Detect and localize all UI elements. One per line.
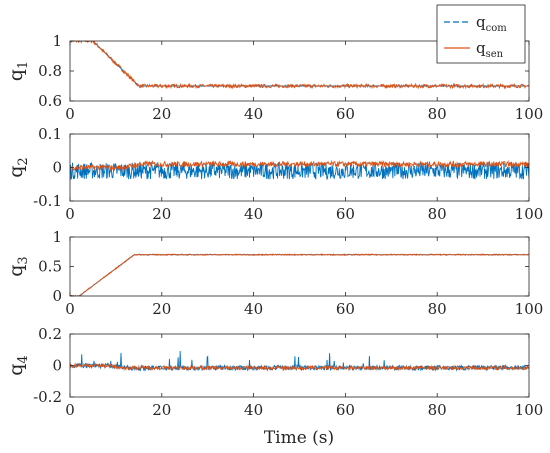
x-tick-label: 40 [244, 105, 263, 123]
x-tick-label: 20 [152, 300, 171, 318]
legend-com-label: qcom [476, 13, 507, 34]
y-axis-label-panel-4: q4 [5, 355, 31, 375]
series-q_sen-panel-4 [70, 362, 529, 372]
x-tick-label: 60 [336, 105, 355, 123]
legend: qcom qsen [436, 4, 526, 64]
y-tick-label: 0.1 [38, 125, 62, 143]
x-tick-label: 80 [428, 105, 447, 123]
x-tick-label: 40 [244, 300, 263, 318]
y-tick-label: 0.8 [38, 62, 62, 80]
y-tick-label: -0.1 [33, 192, 62, 210]
panel-1: 0 20 40 60 80 100 1 0.8 0.6 q1 [5, 32, 543, 123]
x-tick-label: 0 [65, 300, 75, 318]
series-q_com-panel-3 [70, 254, 529, 296]
x-tick-label: 40 [244, 205, 263, 223]
x-tick-label: 20 [152, 105, 171, 123]
x-tick-label: 40 [244, 401, 263, 419]
y-tick-label: 0 [52, 159, 62, 177]
x-tick-label: 80 [428, 401, 447, 419]
legend-box [436, 4, 526, 64]
y-tick-label: 1 [52, 32, 62, 50]
x-tick-label: 60 [336, 300, 355, 318]
x-tick-label: 0 [65, 205, 75, 223]
x-tick-label: 60 [336, 401, 355, 419]
y-axis-label-panel-2: q2 [5, 157, 31, 177]
x-tick-label: 100 [515, 105, 544, 123]
x-tick-label: 0 [65, 105, 75, 123]
series-q_sen-panel-2 [70, 159, 529, 172]
x-tick-label: 20 [152, 401, 171, 419]
x-tick-label: 20 [152, 205, 171, 223]
y-tick-label: 0.6 [38, 92, 62, 110]
legend-sen-label: qsen [476, 39, 504, 60]
y-tick-label: 0 [52, 357, 62, 375]
x-tick-label: 100 [515, 205, 544, 223]
series-q_sen-panel-3 [70, 253, 529, 296]
x-tick-label: 80 [428, 205, 447, 223]
x-axis-label: Time (s) [264, 428, 334, 448]
series-q_com-panel-2 [70, 161, 529, 181]
y-tick-label: 0.2 [38, 325, 62, 343]
y-tick-label: 1 [52, 228, 62, 246]
x-tick-label: 0 [65, 401, 75, 419]
y-axis-label-panel-1: q1 [5, 61, 31, 81]
x-tick-label: 100 [515, 401, 544, 419]
x-tick-label: 60 [336, 205, 355, 223]
x-tick-label: 80 [428, 300, 447, 318]
y-tick-label: 0 [52, 287, 62, 305]
axes-box [69, 236, 530, 297]
x-tick-label: 100 [515, 300, 544, 318]
y-axis-label-panel-3: q3 [5, 256, 31, 276]
y-tick-label: 0.5 [38, 258, 62, 276]
series-q_sen-panel-1 [70, 41, 529, 90]
panel-3: 0 20 40 60 80 100 1 0.5 0 q3 [5, 228, 543, 318]
y-tick-label: -0.2 [33, 388, 62, 406]
